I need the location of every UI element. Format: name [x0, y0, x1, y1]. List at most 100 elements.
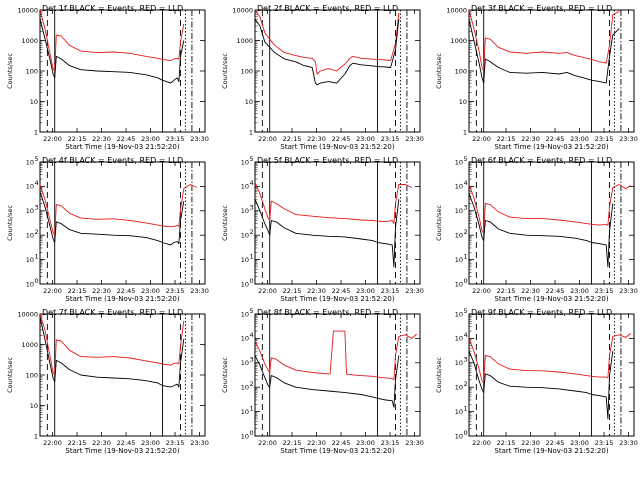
y-axis-label: Counts/sec: [6, 205, 14, 241]
y-tick-exponent: 0: [464, 429, 468, 437]
y-axis-label: Counts/sec: [221, 205, 229, 241]
y-tick-label: 1000: [236, 37, 253, 45]
y-tick-exponent: 2: [35, 228, 39, 236]
y-tick-label: 10: [30, 98, 38, 106]
series-events-line: [468, 351, 614, 420]
x-tick-label: 23:00: [356, 135, 375, 143]
y-tick-exponent: 4: [35, 179, 39, 187]
series-lld-line: [254, 9, 400, 75]
y-tick-label: 10: [455, 207, 463, 215]
series-events-line: [39, 316, 185, 388]
y-tick-exponent: 5: [250, 307, 254, 315]
y-tick-exponent: 4: [464, 179, 468, 187]
y-tick-label: 10: [455, 232, 463, 240]
y-axis-label: Counts/sec: [221, 53, 229, 89]
panel-det-6: Det 6f BLACK = Events, RED = LLD 22:00 22:…: [435, 155, 638, 303]
panel-title: Det 3f BLACK = Events, RED = LLD: [471, 4, 612, 13]
y-tick-exponent: 4: [464, 331, 468, 339]
y-tick-exponent: 2: [464, 228, 468, 236]
y-tick-exponent: 3: [464, 356, 468, 364]
x-tick-label: 23:15: [166, 287, 185, 295]
series-lld-line: [468, 333, 631, 384]
y-tick-exponent: 1: [464, 252, 468, 260]
series-lld-line: [254, 181, 412, 225]
series-lld-line: [468, 184, 631, 234]
y-tick-exponent: 3: [35, 204, 39, 212]
x-tick-label: 22:30: [92, 439, 111, 447]
series-events-line: [254, 18, 400, 86]
y-tick-label: 1: [34, 128, 38, 136]
x-tick-label: 22:15: [68, 439, 87, 447]
y-tick-exponent: 0: [250, 429, 254, 437]
x-axis-label: Start Time (19-Nov-03 21:52:20): [280, 143, 394, 151]
y-tick-exponent: 2: [250, 228, 254, 236]
y-tick-label: 10000: [446, 6, 467, 14]
y-tick-label: 10: [26, 183, 34, 191]
y-tick-label: 10: [241, 280, 249, 288]
x-tick-label: 22:45: [546, 135, 565, 143]
x-tick-label: 22:00: [258, 439, 277, 447]
y-tick-exponent: 0: [250, 277, 254, 285]
x-tick-label: 22:15: [283, 135, 302, 143]
y-tick-exponent: 2: [464, 380, 468, 388]
y-tick-label: 1000: [450, 37, 467, 45]
x-tick-label: 23:15: [381, 135, 400, 143]
x-tick-label: 22:45: [546, 439, 565, 447]
x-tick-label: 22:30: [521, 439, 540, 447]
x-tick-label: 22:45: [117, 287, 136, 295]
y-tick-label: 10: [455, 335, 463, 343]
x-axis-label: Start Time (19-Nov-03 21:52:20): [65, 143, 179, 151]
x-tick-label: 23:30: [405, 439, 424, 447]
y-axis-label: Counts/sec: [6, 53, 14, 89]
y-tick-label: 10: [455, 432, 463, 440]
panel-title: Det 9f BLACK = Events, RED = LLD: [471, 308, 612, 317]
panel-title: Det 1f BLACK = Events, RED = LLD: [42, 4, 183, 13]
panel-title: Det 5f BLACK = Events, RED = LLD: [257, 156, 398, 165]
x-tick-label: 23:00: [141, 439, 160, 447]
y-tick-label: 10: [30, 402, 38, 410]
x-tick-label: 22:15: [283, 287, 302, 295]
plot-frame: [254, 161, 421, 285]
series-events-line: [468, 193, 614, 268]
series-events-line: [468, 19, 620, 84]
x-tick-label: 23:30: [190, 135, 209, 143]
x-tick-label: 22:30: [307, 135, 326, 143]
series-events-line: [254, 199, 400, 268]
y-tick-exponent: 4: [250, 331, 254, 339]
x-tick-label: 22:00: [472, 287, 491, 295]
y-tick-label: 10: [455, 158, 463, 166]
x-tick-label: 23:30: [190, 287, 209, 295]
x-tick-label: 22:30: [92, 135, 111, 143]
x-tick-label: 22:45: [332, 439, 351, 447]
y-tick-exponent: 2: [250, 380, 254, 388]
y-tick-label: 10: [241, 335, 249, 343]
x-tick-label: 23:15: [381, 287, 400, 295]
plot-frame: [468, 161, 635, 285]
series-events-line: [254, 355, 400, 408]
plot-frame: [254, 313, 421, 437]
y-tick-exponent: 1: [464, 404, 468, 412]
x-tick-label: 22:00: [43, 135, 62, 143]
x-tick-label: 22:00: [258, 135, 277, 143]
y-tick-label: 10: [26, 256, 34, 264]
series-lld-line: [468, 9, 620, 72]
series-lld-line: [39, 313, 185, 376]
y-axis-label: Counts/sec: [435, 205, 443, 241]
panel-title: Det 4f BLACK = Events, RED = LLD: [42, 156, 183, 165]
y-axis-label: Counts/sec: [435, 53, 443, 89]
x-axis-label: Start Time (19-Nov-03 21:52:20): [494, 143, 608, 151]
x-tick-label: 23:00: [570, 439, 589, 447]
y-tick-exponent: 1: [35, 252, 39, 260]
y-tick-label: 10: [455, 280, 463, 288]
x-tick-label: 22:15: [497, 135, 516, 143]
x-tick-label: 22:45: [332, 135, 351, 143]
y-tick-exponent: 0: [464, 277, 468, 285]
series-lld-line: [39, 9, 185, 72]
x-tick-label: 23:15: [166, 439, 185, 447]
x-axis-label: Start Time (19-Nov-03 21:52:20): [280, 295, 394, 303]
y-tick-label: 10: [241, 359, 249, 367]
x-tick-label: 22:15: [283, 439, 302, 447]
x-tick-label: 22:00: [472, 439, 491, 447]
y-tick-label: 10: [455, 408, 463, 416]
y-tick-label: 1000: [21, 341, 38, 349]
